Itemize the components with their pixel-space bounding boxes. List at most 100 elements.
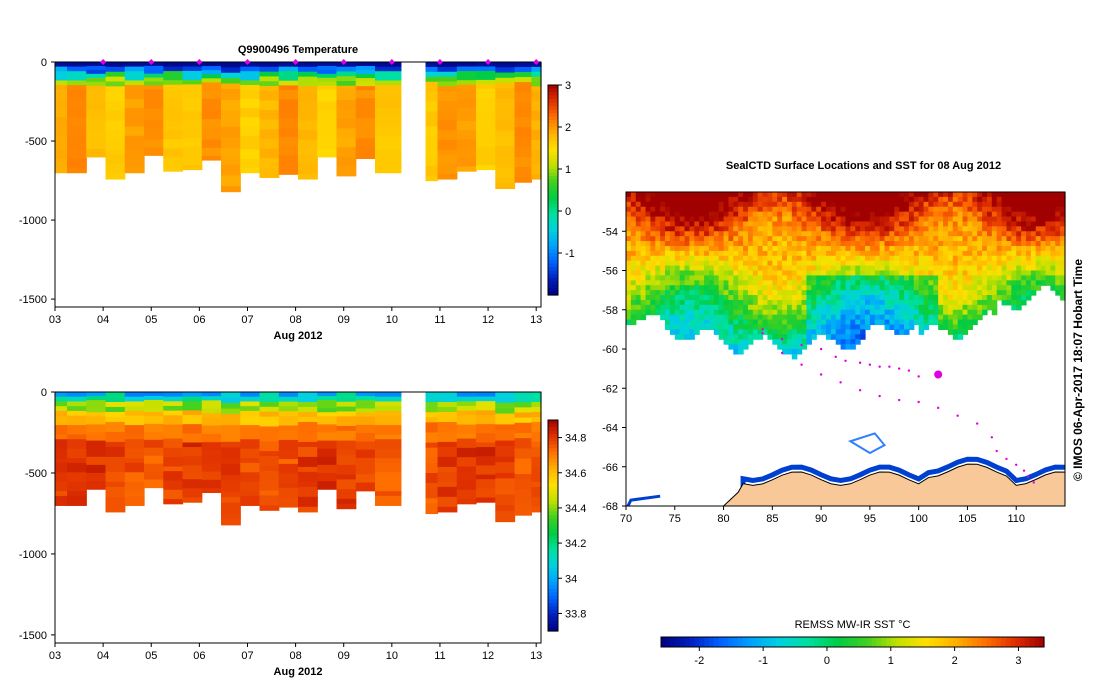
data-cell [201,442,222,447]
sst-cell [825,245,832,252]
sst-cell [645,270,651,277]
data-cell [355,470,376,475]
sst-cell [704,211,710,218]
data-cell [86,89,107,95]
sst-cell [684,285,691,291]
data-cell [67,434,87,440]
data-cell [374,443,407,450]
sst-cell [933,280,939,286]
sst-cell [918,314,925,321]
sst-cell [728,329,734,335]
sst-cell [928,304,934,311]
colorbar-frame [547,84,559,296]
colorbar-step [771,637,777,647]
sst-cell [928,309,934,316]
sst-cell [938,299,944,306]
data-cell [456,415,477,421]
sst-cell [786,329,793,335]
sst-cell [669,265,676,272]
sst-cell [1035,245,1042,252]
data-cell [514,509,532,516]
sst-cell [860,192,866,198]
sst-cell [967,295,973,301]
sst-cell [689,236,695,242]
sst-cell [938,309,944,316]
sst-cell [786,236,793,242]
sst-cell [860,270,866,277]
data-cell [163,461,184,468]
data-cell [124,392,145,398]
x-tick-label: 13 [530,650,542,662]
sst-cell [782,334,788,340]
sst-cell [699,304,705,311]
data-cell [124,89,145,95]
sst-cell [1025,275,1032,281]
sst-cell [986,231,993,237]
sst-cell [626,319,632,326]
colorbar-step [751,637,758,647]
x-tick-label: 09 [338,650,350,662]
sst-cell [762,280,769,286]
data-cell [531,431,542,438]
colorbar-step [548,500,558,505]
sst-cell [835,339,842,345]
sst-cell [855,231,861,237]
data-cell [317,477,338,482]
colorbar-step [737,637,743,647]
sst-cell [962,250,969,257]
sst-cell [699,324,705,330]
sst-cell [840,221,847,227]
data-cell [163,424,184,430]
sst-cell [674,211,681,218]
sst-cell [918,236,925,242]
data-cell [105,139,126,146]
data-cell [437,451,458,458]
data-cell [201,412,222,418]
sst-cell [855,241,861,247]
sst-cell [923,270,930,277]
data-cell [355,408,376,414]
track-point [917,375,920,378]
sst-cell [689,280,695,286]
sst-cell [801,324,808,330]
sst-cell [772,192,778,198]
sst-cell [986,236,993,242]
sst-cell [1006,226,1012,232]
data-cell [124,439,145,445]
sst-cell [889,295,895,301]
data-cell [86,69,107,75]
data-cell [298,392,318,398]
sst-cell [972,221,978,227]
sst-cell [704,255,710,262]
sst-cell [1060,245,1066,252]
data-cell [182,479,203,485]
data-cell [495,456,516,463]
data-cell [531,96,542,102]
sst-cell [855,275,861,281]
sst-cell [894,324,900,330]
sst-cell [747,265,754,272]
sst-cell [772,324,778,330]
data-cell [182,88,203,94]
sst-cell [957,275,964,281]
sst-cell [811,290,817,296]
data-cell [355,66,376,71]
sst-cell [757,295,764,301]
colorbar-step [548,190,558,195]
sst-cell [743,245,749,252]
sst-cell [874,192,881,198]
sst-cell [821,290,827,296]
sst-cell [816,231,822,237]
sst-cell [1006,290,1012,296]
data-cell [317,62,338,67]
sst-cell [738,329,744,335]
sst-cell [908,241,915,247]
data-cell [182,392,203,398]
sst-cell [811,295,817,301]
sst-cell [923,309,930,316]
sst-cell [747,304,754,311]
data-cell [317,420,338,425]
sst-cell [840,196,847,203]
sst-cell [665,206,671,213]
sst-cell [752,295,759,301]
